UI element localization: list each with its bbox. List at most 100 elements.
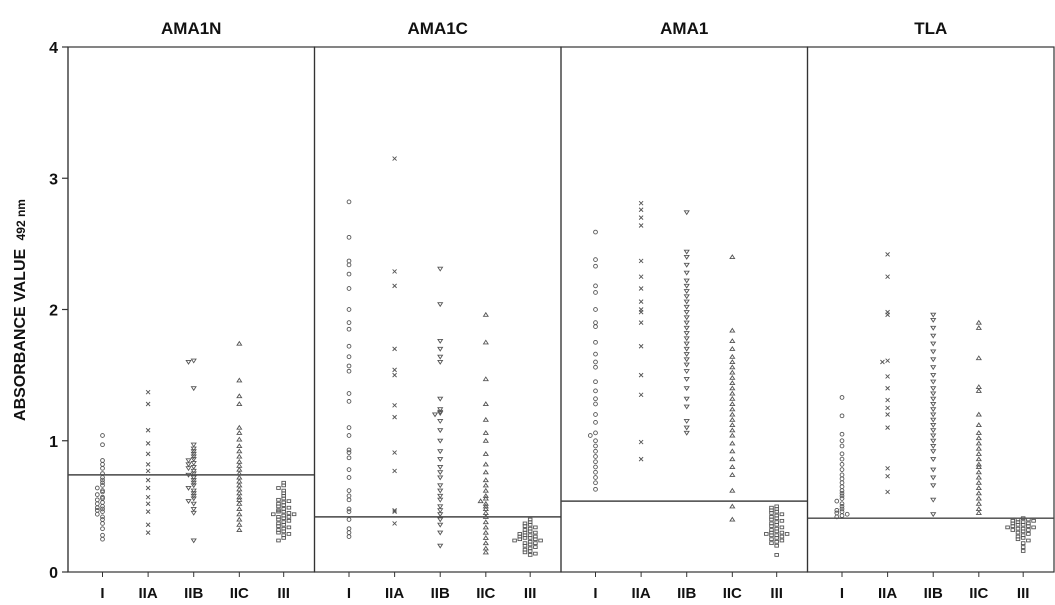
data-point-ama1n-i	[100, 509, 105, 514]
data-point-ama1n-iic	[236, 506, 243, 512]
data-point-ama1n-iib	[190, 510, 197, 516]
data-point-ama1n-i	[100, 462, 105, 467]
data-point-ama1-i	[593, 443, 598, 449]
data-point-ama1c-i	[346, 258, 352, 264]
data-point-tla-iii	[1026, 524, 1031, 528]
data-point-ama1n-iib	[190, 480, 197, 486]
data-point-tla-iia	[885, 397, 890, 403]
data-point-ama1-iii	[774, 543, 779, 548]
data-point-ama1-iib	[683, 369, 690, 375]
x-axis: I IIA IIB IIC III I IIA IIB IIC III I IIA IIB IIC III I…	[100, 572, 1029, 602]
data-point-tla-i	[839, 395, 845, 400]
data-point-ama1c-iic	[482, 487, 489, 493]
data-point-ama1n-iia	[145, 530, 151, 535]
data-point-ama1n-i	[100, 477, 105, 483]
data-point-tla-iii	[1020, 522, 1026, 527]
data-point-ama1c-iii	[527, 549, 533, 553]
x-tick-label: IIB	[677, 585, 696, 602]
data-point-ama1c-iib	[437, 396, 444, 402]
panel-title: AMA1N	[161, 19, 221, 38]
data-point-ama1-iib	[683, 377, 690, 382]
y-axis-label-unit: 492 nm	[14, 199, 28, 240]
data-point-ama1-iic	[729, 516, 736, 522]
data-point-ama1c-iia	[392, 283, 397, 289]
x-tick-label: IIC	[723, 585, 742, 602]
data-point-ama1n-iic	[236, 340, 243, 346]
data-point-ama1n-iia	[145, 485, 151, 491]
data-point-tla-iii	[1026, 538, 1031, 543]
panel-title: AMA1C	[408, 19, 468, 38]
data-point-tla-iic	[975, 430, 982, 435]
data-point-ama1-iii	[769, 533, 774, 538]
data-point-ama1c-i	[346, 447, 352, 453]
data-point-ama1-i	[593, 438, 598, 444]
data-point-ama1c-iii	[517, 537, 523, 542]
data-point-ama1c-iib	[437, 302, 444, 308]
data-point-ama1n-iib	[190, 475, 197, 481]
data-point-tla-i	[839, 513, 845, 518]
data-point-tla-iib	[930, 443, 937, 449]
data-point-ama1n-iib	[190, 488, 197, 494]
panel-ama1n	[67, 46, 316, 573]
data-point-ama1n-i	[100, 480, 105, 486]
data-point-ama1-iic	[729, 427, 736, 433]
data-point-ama1-iia	[638, 274, 644, 280]
data-point-tla-i	[839, 438, 845, 444]
data-point-ama1n-iic	[236, 494, 243, 500]
x-tick-label: III	[770, 585, 783, 602]
y-tick-label: 0	[49, 565, 58, 582]
data-point-ama1c-i	[346, 234, 352, 240]
data-point-tla-i	[834, 514, 840, 520]
data-point-ama1n-iii	[286, 525, 292, 530]
data-point-ama1c-iib	[437, 475, 444, 481]
data-point-ama1c-i	[346, 199, 352, 205]
data-point-ama1n-iia	[145, 462, 151, 467]
data-point-ama1-iia	[638, 456, 644, 462]
panel-frame	[313, 46, 562, 573]
data-point-tla-iib	[930, 341, 937, 347]
data-point-ama1n-i	[100, 433, 105, 438]
data-point-ama1c-i	[346, 534, 352, 539]
data-point-ama1-iib	[683, 425, 690, 431]
data-point-ama1-i	[593, 412, 598, 417]
data-point-ama1c-i	[346, 399, 352, 404]
data-point-tla-iii	[1015, 522, 1021, 527]
data-point-ama1n-iic	[236, 436, 243, 442]
data-point-ama1n-i	[100, 521, 105, 526]
data-point-ama1-iic	[729, 422, 736, 428]
data-point-tla-i	[839, 467, 845, 472]
data-point-tla-iia	[885, 374, 890, 379]
data-point-ama1-iic	[729, 406, 736, 412]
data-point-tla-i	[839, 509, 845, 514]
data-point-ama1-i	[593, 290, 598, 295]
data-point-tla-iib	[930, 325, 937, 331]
x-tick-label: IIC	[476, 585, 495, 602]
data-point-ama1c-iic	[482, 376, 489, 382]
data-point-ama1c-iia	[392, 414, 397, 420]
data-point-ama1-iia	[638, 320, 644, 325]
data-point-ama1n-iii	[281, 509, 286, 514]
data-point-ama1-iib	[683, 346, 690, 352]
data-point-ama1c-i	[346, 354, 352, 360]
data-point-tla-iii	[1015, 530, 1021, 535]
data-point-tla-iic	[975, 510, 982, 515]
data-point-ama1-iii	[774, 539, 779, 544]
data-point-ama1-iia	[638, 200, 644, 206]
data-point-ama1n-i	[100, 514, 105, 520]
data-point-tla-iib	[930, 391, 937, 397]
panel-frame	[806, 46, 1055, 573]
data-point-tla-iib	[930, 373, 937, 378]
data-point-ama1-i	[593, 430, 598, 436]
data-point-ama1n-iii	[281, 536, 286, 540]
data-point-ama1c-iic	[482, 495, 489, 501]
data-point-ama1c-iii	[538, 538, 543, 543]
data-point-tla-iic	[975, 461, 982, 467]
data-point-ama1-iia	[638, 286, 644, 291]
data-point-ama1n-i	[100, 442, 105, 448]
data-point-ama1c-iib	[437, 464, 444, 470]
data-point-ama1-iic	[729, 385, 736, 391]
data-point-ama1n-iii	[286, 518, 292, 523]
data-point-ama1-i	[593, 396, 598, 402]
data-point-ama1c-iib	[437, 438, 444, 444]
panel-titles: AMA1N AMA1C AMA1 TLA	[161, 19, 947, 38]
